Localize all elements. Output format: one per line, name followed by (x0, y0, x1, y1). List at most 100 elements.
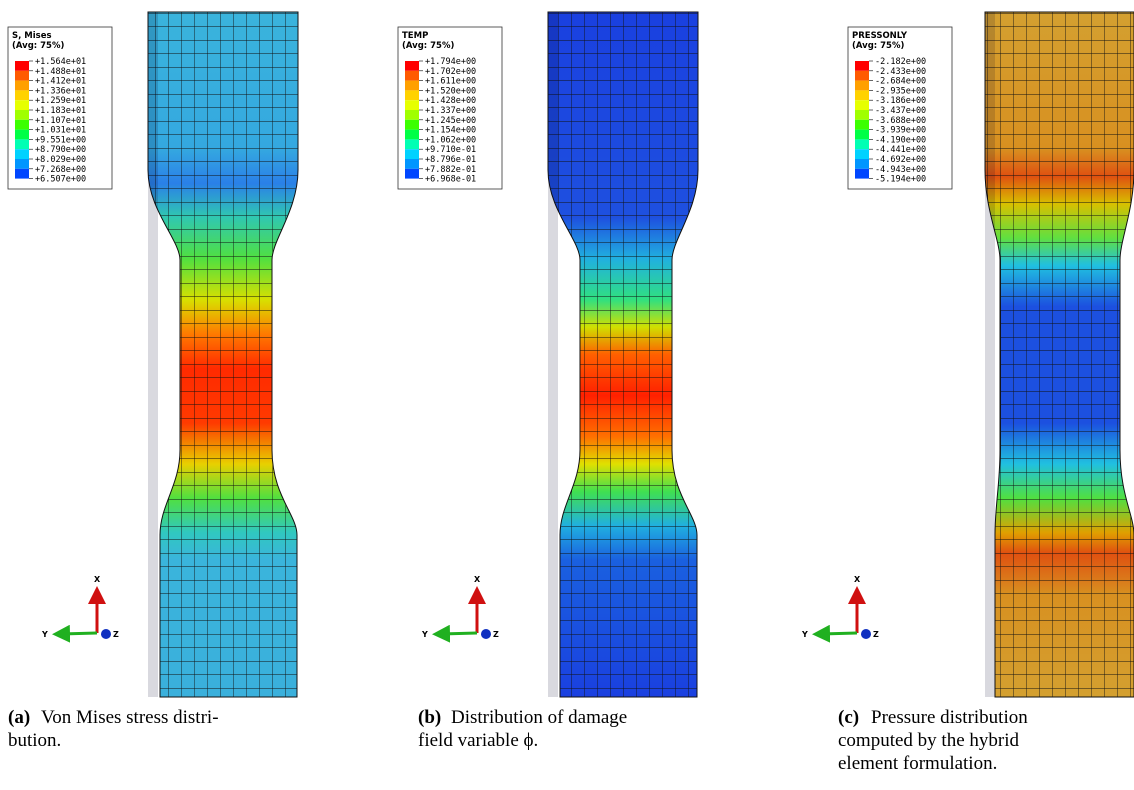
legend-band (405, 130, 419, 140)
legend-subtitle: (Avg: 75%) (402, 41, 454, 51)
legend-band (405, 139, 419, 149)
triad-x-label: X (474, 575, 481, 584)
legend-band (855, 159, 869, 169)
legend-value: +1.611e+00 (425, 77, 476, 87)
legend-value: +1.259e+01 (35, 96, 86, 106)
legend-band (405, 61, 419, 71)
legend-value: +9.551e+00 (35, 135, 86, 145)
triad-y (821, 633, 857, 634)
legend-band (15, 100, 29, 110)
caption-label: (b) (418, 707, 441, 728)
legend-band (855, 100, 869, 110)
legend-value: +1.245e+00 (425, 116, 476, 126)
legend-band (405, 81, 419, 91)
caption-line: field variable ϕ. (418, 730, 538, 751)
specimen-side (148, 12, 158, 697)
caption-line: computed by the hybrid (838, 730, 1019, 751)
legend-band (855, 90, 869, 100)
triad-z-label: Z (873, 630, 879, 639)
legend-band (15, 71, 29, 81)
legend-value: +1.702e+00 (425, 67, 476, 77)
triad-y (441, 633, 477, 634)
legend-band (405, 120, 419, 130)
legend-band (405, 90, 419, 100)
legend-band (15, 110, 29, 120)
legend-value: -3.939e+00 (875, 126, 926, 136)
legend-band (15, 120, 29, 130)
legend-subtitle: (Avg: 75%) (852, 41, 904, 51)
triad-z-label: Z (113, 630, 119, 639)
triad-y-label: Y (801, 630, 808, 639)
legend-value: +9.710e-01 (425, 145, 476, 155)
legend-title: TEMP (402, 31, 428, 41)
legend-value: +1.062e+00 (425, 135, 476, 145)
legend-band (855, 110, 869, 120)
legend-value: +8.790e+00 (35, 145, 86, 155)
legend-value: -2.433e+00 (875, 67, 926, 77)
legend-band (855, 120, 869, 130)
legend-band (855, 130, 869, 140)
legend-value: -2.935e+00 (875, 86, 926, 96)
legend-band (405, 149, 419, 159)
legend-band (15, 139, 29, 149)
caption-line: Distribution of damage (451, 707, 627, 728)
legend-value: +1.183e+01 (35, 106, 86, 116)
figure: S, Mises(Avg: 75%)+1.564e+01+1.488e+01+1… (0, 0, 1134, 790)
legend-value: +7.882e-01 (425, 165, 476, 175)
legend-value: +1.031e+01 (35, 126, 86, 136)
legend-value: -4.692e+00 (875, 155, 926, 165)
triad-z (101, 629, 111, 639)
legend-value: +1.520e+00 (425, 86, 476, 96)
legend-band (855, 149, 869, 159)
legend-value: +1.794e+00 (425, 57, 476, 67)
legend-band (855, 81, 869, 91)
legend-band (15, 169, 29, 179)
legend-value: -3.437e+00 (875, 106, 926, 116)
caption-label: (a) (8, 707, 30, 728)
legend-value: +1.488e+01 (35, 67, 86, 77)
triad-x-label: X (854, 575, 861, 584)
legend-subtitle: (Avg: 75%) (12, 41, 64, 51)
legend-band (405, 100, 419, 110)
specimen-mesh (548, 12, 698, 697)
legend-band (855, 71, 869, 81)
legend-band (405, 110, 419, 120)
legend-value: -2.182e+00 (875, 57, 926, 67)
caption-line: bution. (8, 730, 61, 751)
legend-band (405, 159, 419, 169)
legend-value: +1.337e+00 (425, 106, 476, 116)
legend-band (15, 130, 29, 140)
triad-y-label: Y (421, 630, 428, 639)
legend-band (405, 169, 419, 179)
legend-value: -2.684e+00 (875, 77, 926, 87)
specimen-side (548, 12, 558, 697)
page: {"panels": [ {"legend": {"title": "S, Mi… (0, 0, 1134, 790)
legend-value: +1.107e+01 (35, 116, 86, 126)
legend-value: -4.190e+00 (875, 135, 926, 145)
legend-value: +6.507e+00 (35, 175, 86, 185)
legend-value: -4.943e+00 (875, 165, 926, 175)
legend-value: +1.412e+01 (35, 77, 86, 87)
legend-value: -3.186e+00 (875, 96, 926, 106)
legend-value: +6.968e-01 (425, 175, 476, 185)
triad-y (61, 633, 97, 634)
legend-band (855, 169, 869, 179)
legend-title: S, Mises (12, 31, 52, 41)
legend-value: -3.688e+00 (875, 116, 926, 126)
legend-value: +1.336e+01 (35, 86, 86, 96)
legend-value: +8.796e-01 (425, 155, 476, 165)
legend-value: -4.441e+00 (875, 145, 926, 155)
legend-value: +8.029e+00 (35, 155, 86, 165)
legend-band (15, 61, 29, 71)
caption-line: Von Mises stress distri- (41, 707, 219, 728)
caption-line: element formulation. (838, 753, 997, 774)
specimen-side (985, 12, 995, 697)
legend-value: +1.428e+00 (425, 96, 476, 106)
legend-title: PRESSONLY (852, 31, 908, 41)
legend-value: +1.564e+01 (35, 57, 86, 67)
legend-band (15, 149, 29, 159)
legend-band (15, 81, 29, 91)
legend-value: +7.268e+00 (35, 165, 86, 175)
triad-z (481, 629, 491, 639)
specimen-mesh (985, 12, 1134, 697)
